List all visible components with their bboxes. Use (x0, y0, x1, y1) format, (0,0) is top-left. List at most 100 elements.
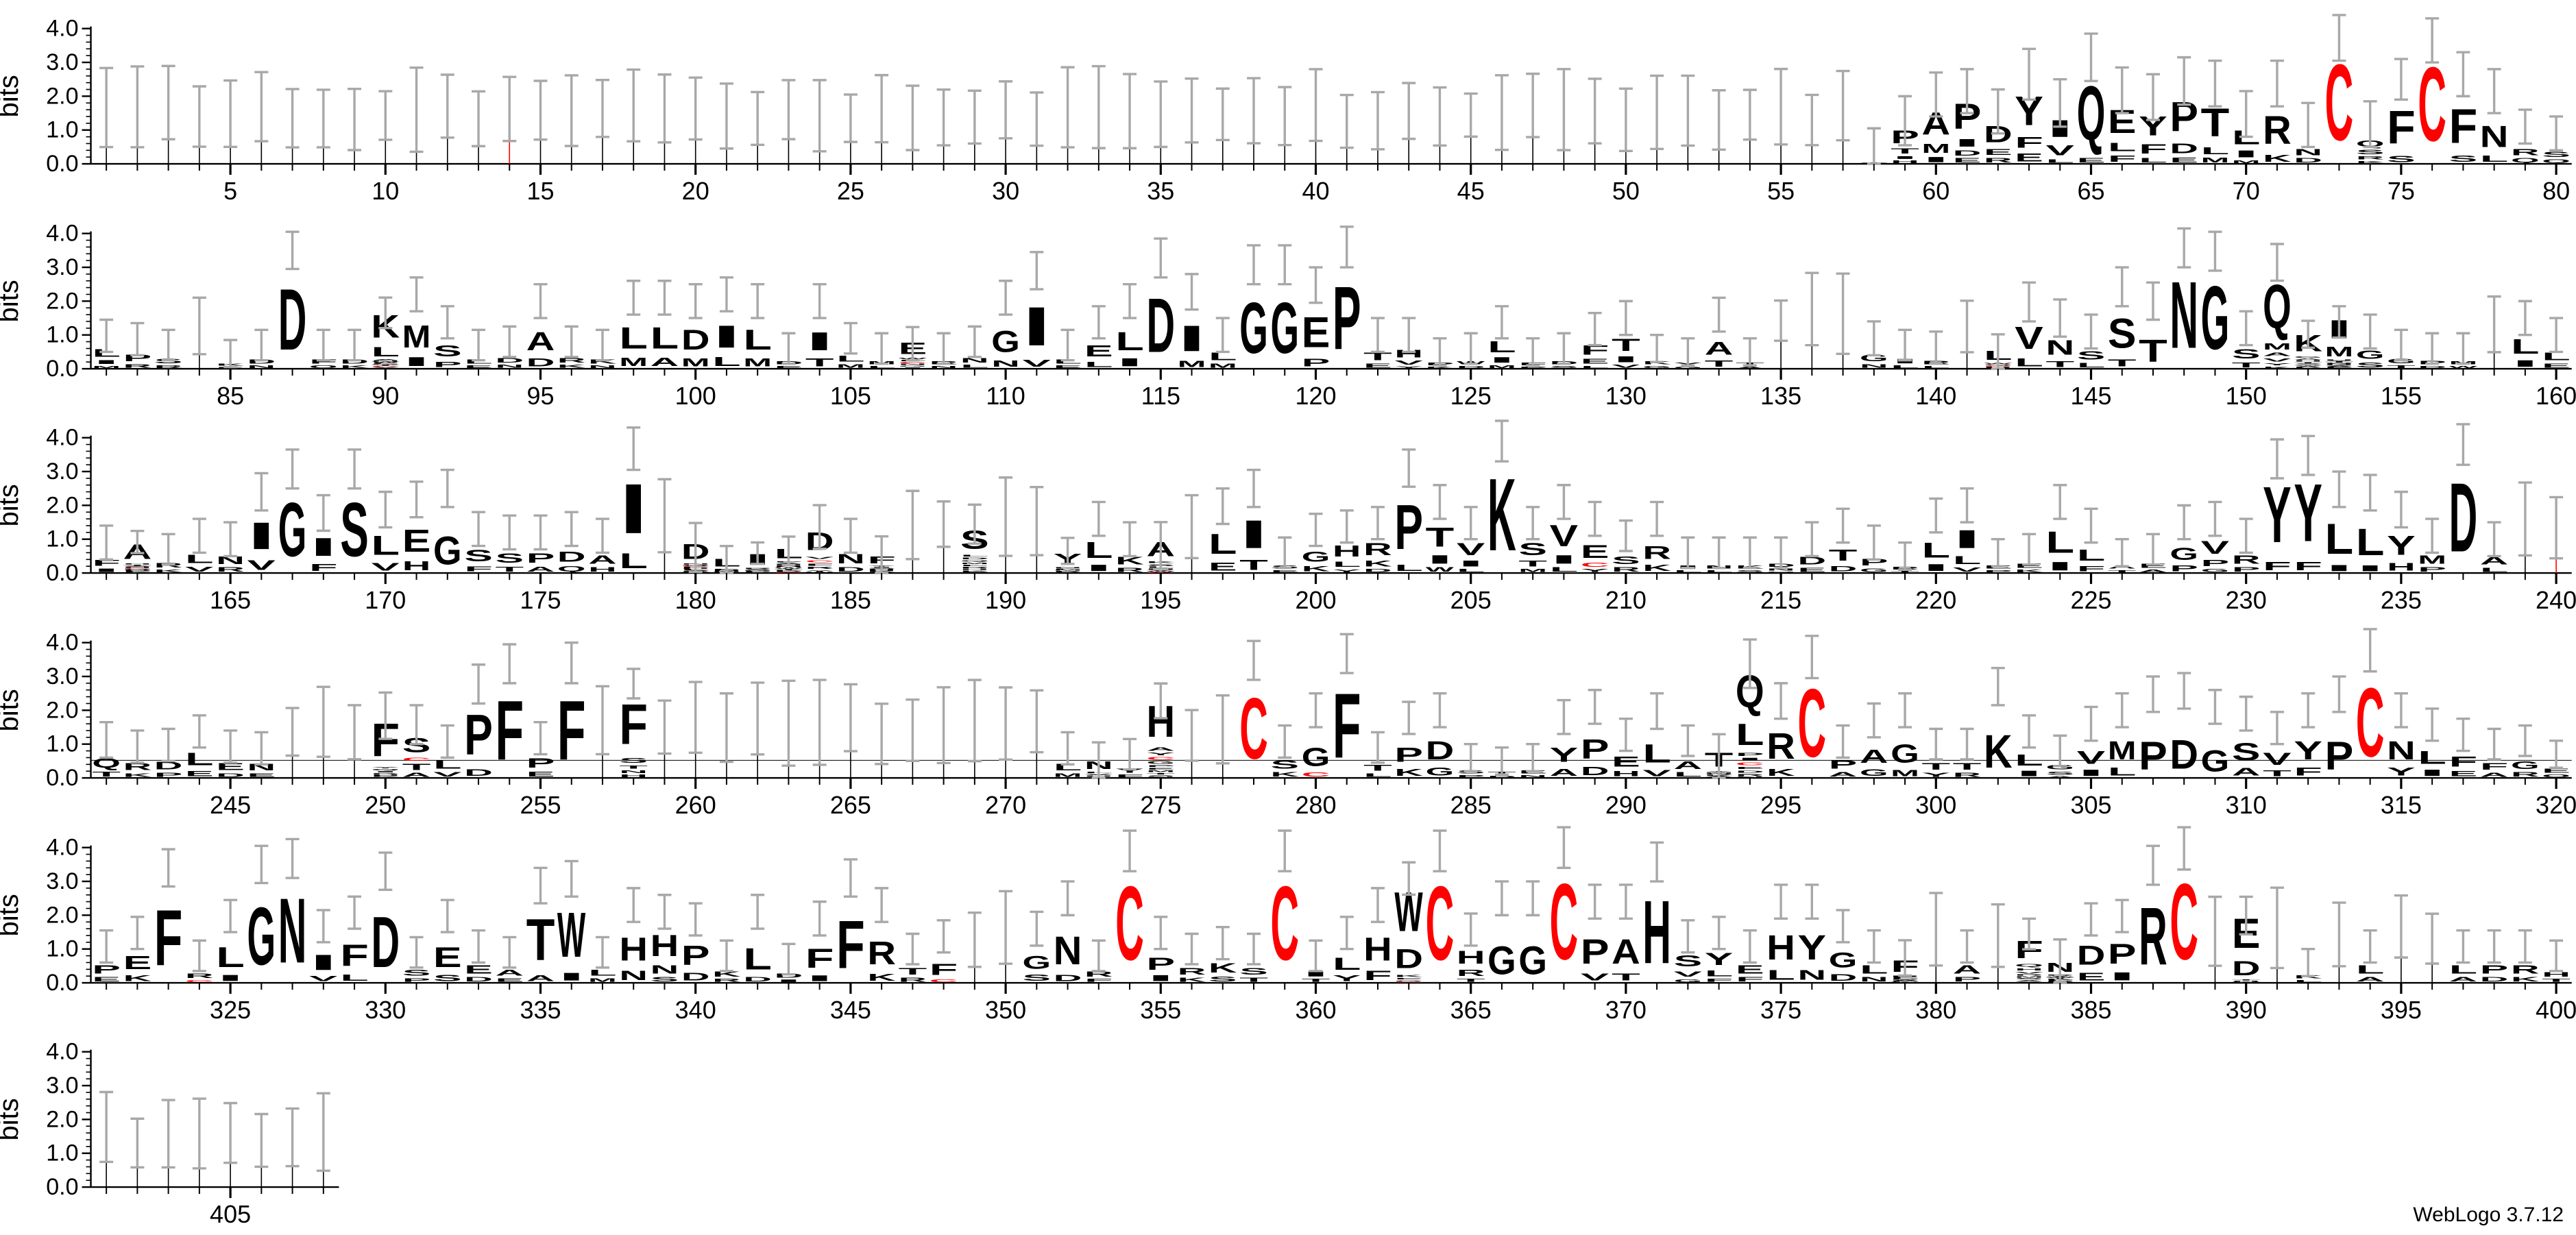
svg-text:H: H (1891, 160, 1919, 164)
svg-text:N: N (2045, 335, 2074, 359)
svg-text:T: T (1239, 977, 1268, 983)
svg-text:60: 60 (1922, 177, 1949, 205)
svg-text:H: H (743, 572, 772, 574)
svg-text:G: G (1023, 952, 1052, 972)
svg-text:I: I (2232, 149, 2261, 160)
svg-text:2.0: 2.0 (46, 1107, 78, 1133)
svg-text:F: F (929, 961, 958, 979)
svg-text:P: P (2232, 567, 2261, 574)
svg-text:K: K (2511, 976, 2540, 983)
svg-text:225: 225 (2070, 586, 2111, 614)
svg-text:R: R (1953, 772, 1982, 778)
svg-text:240: 240 (2536, 586, 2576, 614)
svg-text:T: T (2045, 359, 2074, 369)
svg-text:R: R (1642, 543, 1671, 563)
svg-text:I: I (1550, 553, 1579, 567)
svg-text:S: S (371, 367, 400, 368)
svg-text:H: H (2232, 981, 2261, 982)
svg-text:P: P (1146, 765, 1175, 768)
svg-text:V: V (2263, 750, 2292, 769)
svg-text:V: V (1581, 971, 1609, 983)
svg-text:D: D (2449, 463, 2478, 573)
svg-text:S: S (1023, 973, 1052, 983)
svg-text:G: G (1891, 739, 1919, 768)
svg-text:D: D (1581, 764, 1609, 778)
svg-text:R: R (154, 365, 183, 369)
svg-text:S: S (1612, 554, 1640, 566)
svg-text:0.0: 0.0 (46, 356, 78, 382)
svg-text:K: K (1363, 559, 1392, 569)
svg-text:E: E (433, 941, 462, 973)
svg-text:L: L (1084, 360, 1113, 369)
svg-text:I: I (2418, 768, 2446, 778)
svg-text:G: G (1270, 287, 1299, 369)
svg-text:K: K (1178, 977, 1206, 983)
svg-text:D: D (743, 976, 772, 983)
svg-text:K: K (1766, 767, 1795, 778)
svg-text:A: A (2449, 976, 2478, 983)
svg-text:D: D (960, 557, 989, 560)
svg-text:F: F (2449, 99, 2478, 154)
svg-text:W: W (557, 900, 586, 971)
svg-text:C: C (1798, 668, 1827, 777)
svg-text:P: P (92, 962, 121, 976)
svg-text:S: S (1239, 966, 1268, 977)
svg-text:G: G (278, 487, 307, 573)
svg-text:1.0: 1.0 (46, 1140, 78, 1166)
svg-text:190: 190 (985, 586, 1026, 614)
svg-text:0.0: 0.0 (46, 765, 78, 791)
svg-text:4.0: 4.0 (46, 16, 78, 42)
svg-text:R: R (1054, 571, 1082, 572)
svg-text:S: S (2542, 150, 2571, 158)
svg-text:K: K (2015, 569, 2043, 573)
svg-text:F: F (2294, 559, 2322, 573)
svg-text:S: S (123, 566, 152, 567)
svg-text:N: N (123, 567, 152, 568)
svg-text:T: T (123, 565, 152, 566)
svg-text:230: 230 (2226, 586, 2267, 614)
svg-text:125: 125 (1450, 382, 1492, 410)
svg-text:K: K (867, 971, 896, 982)
svg-text:S: S (619, 757, 648, 764)
svg-text:P: P (1457, 774, 1485, 778)
svg-text:1.0: 1.0 (46, 117, 78, 143)
svg-text:S: S (2077, 348, 2106, 362)
svg-text:T: T (2139, 333, 2167, 368)
svg-text:375: 375 (1760, 996, 1801, 1024)
svg-text:V: V (309, 975, 338, 983)
svg-text:C: C (371, 365, 400, 367)
svg-text:R: R (805, 567, 834, 570)
svg-text:H: H (402, 559, 431, 574)
svg-text:S: S (651, 976, 679, 983)
svg-text:L: L (712, 354, 741, 369)
svg-text:F: F (371, 363, 400, 364)
svg-text:330: 330 (365, 996, 406, 1024)
svg-text:M: M (960, 563, 989, 565)
svg-text:3.0: 3.0 (46, 1073, 78, 1099)
svg-text:V: V (1023, 357, 1051, 369)
svg-text:M: M (1208, 363, 1237, 369)
svg-text:3.0: 3.0 (46, 868, 78, 894)
svg-text:P: P (1581, 933, 1609, 971)
svg-text:W: W (1891, 981, 1919, 983)
svg-text:160: 160 (2536, 382, 2576, 410)
svg-text:395: 395 (2381, 996, 2422, 1024)
svg-text:D: D (1736, 770, 1764, 773)
svg-text:S: S (433, 342, 462, 360)
svg-text:S: S (1146, 775, 1175, 777)
svg-text:L: L (1550, 567, 1579, 574)
svg-text:V: V (2045, 142, 2074, 158)
svg-text:V: V (371, 561, 399, 574)
svg-text:A: A (588, 553, 617, 567)
svg-text:C: C (1581, 562, 1609, 568)
svg-text:300: 300 (1915, 791, 1956, 819)
svg-text:T: T (899, 966, 927, 977)
svg-text:S: S (2387, 154, 2416, 164)
svg-text:Y: Y (2387, 531, 2416, 561)
svg-text:R: R (2511, 771, 2540, 778)
svg-text:Q: Q (2077, 70, 2106, 156)
svg-text:K: K (557, 364, 586, 369)
svg-text:40: 40 (1302, 177, 1329, 205)
svg-text:P: P (402, 977, 431, 983)
svg-text:L: L (1766, 967, 1795, 983)
